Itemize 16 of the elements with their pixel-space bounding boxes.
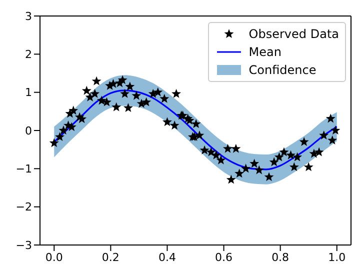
- x-tick-label: 0.0: [45, 250, 63, 264]
- legend-label: Confidence: [248, 62, 316, 79]
- legend-label: Observed Data: [248, 26, 339, 43]
- x-tick-label: 1.0: [328, 250, 346, 264]
- x-tick-label: 0.2: [102, 250, 120, 264]
- y-tick-label: 1: [25, 86, 32, 100]
- y-tick-label: −2: [16, 200, 32, 214]
- y-tick-label: 0: [25, 124, 32, 138]
- y-tick-label: 3: [25, 10, 32, 23]
- x-tick-label: 0.6: [215, 250, 233, 264]
- x-tick-label: 0.4: [158, 250, 176, 264]
- y-tick-label: 2: [25, 48, 32, 62]
- x-tick-label: 0.8: [272, 250, 290, 264]
- y-tick-label: −3: [16, 238, 32, 252]
- legend-label: Mean: [248, 44, 282, 61]
- y-tick-label: −1: [16, 162, 32, 176]
